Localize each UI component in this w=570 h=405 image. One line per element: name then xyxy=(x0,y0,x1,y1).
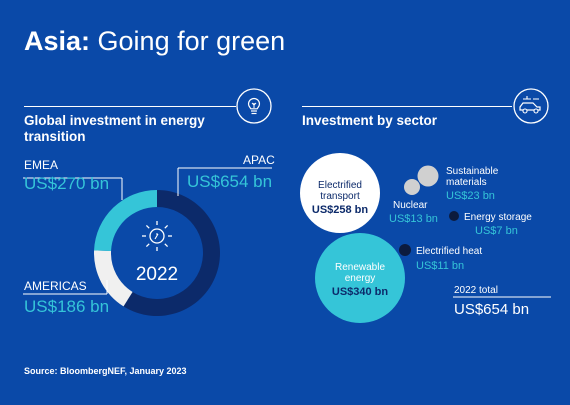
bubble-label-electrified-2: transport xyxy=(320,191,360,202)
bubble-value-renewable: US$340 bn xyxy=(332,286,389,298)
donut-slice-americas xyxy=(93,250,133,307)
bubble-label-renewable-2: energy xyxy=(345,273,376,284)
total-label: 2022 total xyxy=(454,285,498,296)
lightbulb-icon xyxy=(236,88,272,124)
apac-value: US$654 bn xyxy=(187,172,273,191)
bubble-renewable-energy xyxy=(315,233,405,323)
bubble-energy-storage xyxy=(449,211,459,221)
label-nuclear: Nuclear xyxy=(393,200,428,211)
bubble-electrified-transport xyxy=(300,153,380,233)
bubble-value-electrified: US$258 bn xyxy=(312,204,369,216)
sun-icon xyxy=(142,221,172,251)
value-sustainable: US$23 bn xyxy=(446,190,495,202)
apac-label: APAC xyxy=(243,153,275,167)
bubble-sustainable-materials xyxy=(417,165,439,187)
donut-slice-emea xyxy=(94,190,157,252)
value-electrified-heat: US$11 bn xyxy=(416,260,464,272)
bubble-label-electrified-1: Electrified xyxy=(318,180,362,191)
label-electrified-heat: Electrified heat xyxy=(416,246,482,257)
value-nuclear: US$13 bn xyxy=(389,213,438,225)
right-heading: Investment by sector xyxy=(302,113,438,128)
left-heading: Global investment in energy transition xyxy=(24,113,205,144)
left-divider xyxy=(24,106,236,107)
bubble-label-renewable-1: Renewable xyxy=(335,262,385,273)
title-rest: Going for green xyxy=(90,26,286,56)
bubble-nuclear xyxy=(404,179,420,195)
donut-center-label: 2022 xyxy=(136,264,178,285)
page-title: Asia: Going for green xyxy=(24,26,285,57)
value-energy-storage: US$7 bn xyxy=(475,225,518,237)
label-sustainable-1: Sustainable xyxy=(446,166,499,177)
emea-value: US$270 bn xyxy=(24,174,110,193)
source-note: Source: BloombergNEF, January 2023 xyxy=(24,366,187,376)
bubble-electrified-heat xyxy=(399,244,411,256)
title-bold: Asia: xyxy=(24,26,91,56)
emea-label: EMEA xyxy=(24,158,59,172)
electric-car-icon xyxy=(513,88,549,124)
label-sustainable-2: materials xyxy=(446,177,487,188)
label-energy-storage: Energy storage xyxy=(464,212,532,223)
total-value: US$654 bn xyxy=(454,301,529,318)
right-divider xyxy=(302,106,512,107)
americas-value: US$186 bn xyxy=(24,297,110,316)
americas-label: AMERICAS xyxy=(24,279,87,293)
donut-slice-apac xyxy=(123,190,220,316)
